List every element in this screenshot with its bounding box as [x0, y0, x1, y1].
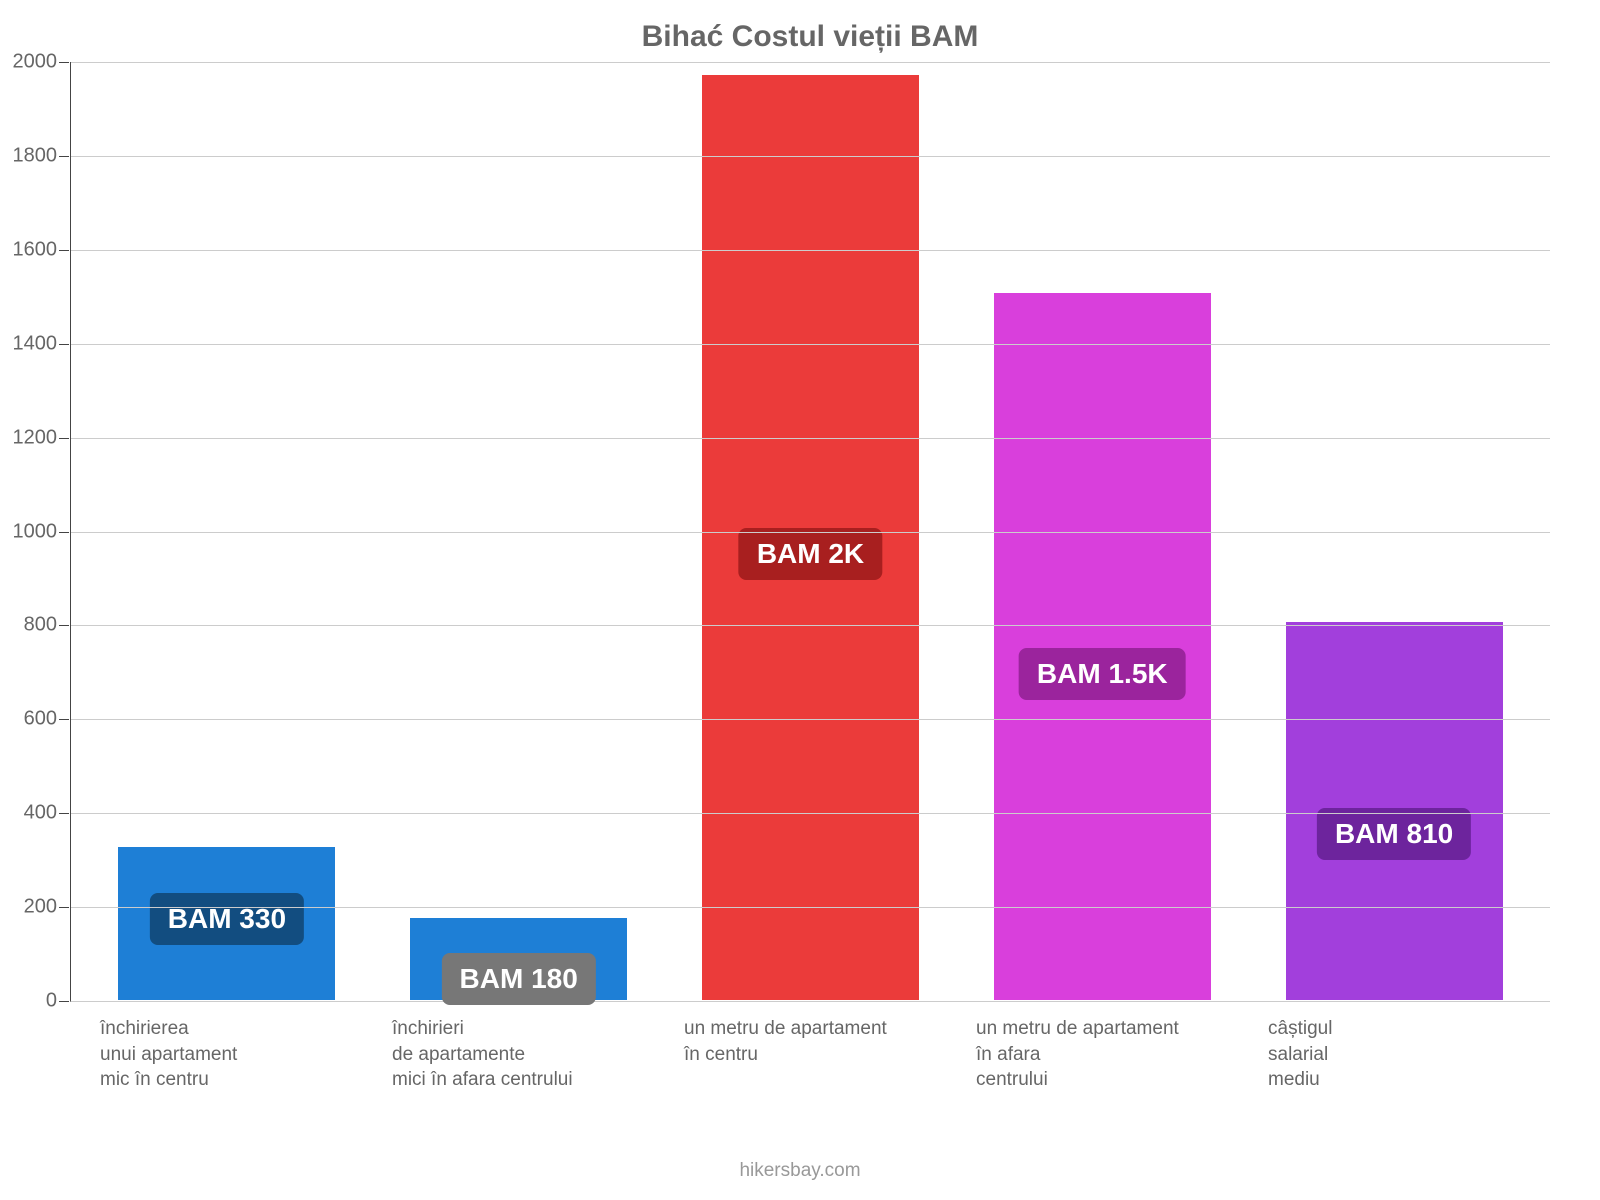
x-axis-labels: închiriereaunui apartamentmic în centruî…	[70, 1002, 1550, 1093]
grid-line	[71, 344, 1550, 345]
value-badge: BAM 1.5K	[1019, 648, 1186, 700]
bar: BAM 810	[1285, 621, 1504, 1001]
value-badge: BAM 810	[1317, 808, 1471, 860]
grid-line	[71, 156, 1550, 157]
grid-line	[71, 250, 1550, 251]
grid-line	[71, 532, 1550, 533]
y-tick-label: 1600	[13, 238, 58, 261]
y-tick	[59, 62, 69, 63]
chart-title: Bihać Costul vieții BAM	[70, 20, 1550, 54]
attribution-text: hikersbay.com	[0, 1160, 1600, 1182]
y-tick	[59, 813, 69, 814]
y-tick	[59, 250, 69, 251]
y-tick-label: 800	[24, 614, 57, 637]
grid-line	[71, 625, 1550, 626]
grid-line	[71, 813, 1550, 814]
y-tick-label: 600	[24, 708, 57, 731]
x-tick-label: un metru de apartamentîn centru	[664, 1016, 956, 1093]
bar: BAM 1.5K	[993, 292, 1212, 1001]
value-badge: BAM 330	[150, 893, 304, 945]
bar: BAM 2K	[701, 74, 920, 1001]
y-tick	[59, 625, 69, 626]
plot-area: BAM 330BAM 180BAM 2KBAM 1.5KBAM 810 0200…	[70, 62, 1550, 1002]
x-tick-label: închiriereaunui apartamentmic în centru	[80, 1016, 372, 1093]
grid-line	[71, 719, 1550, 720]
y-tick	[59, 532, 69, 533]
y-tick-label: 1400	[13, 332, 58, 355]
grid-line	[71, 438, 1550, 439]
y-tick-label: 200	[24, 896, 57, 919]
y-tick-label: 1800	[13, 144, 58, 167]
y-tick-label: 2000	[13, 51, 58, 74]
y-tick	[59, 438, 69, 439]
y-tick	[59, 719, 69, 720]
y-tick	[59, 156, 69, 157]
x-tick-label: câștigulsalarialmediu	[1248, 1016, 1540, 1093]
x-tick-label: închirieride apartamentemici în afara ce…	[372, 1016, 664, 1093]
y-tick-label: 0	[46, 990, 57, 1013]
grid-line	[71, 907, 1550, 908]
bar: BAM 330	[117, 846, 336, 1001]
x-tick-label: un metru de apartamentîn afaracentrului	[956, 1016, 1248, 1093]
y-tick	[59, 907, 69, 908]
y-tick	[59, 344, 69, 345]
y-tick-label: 1200	[13, 426, 58, 449]
value-badge: BAM 2K	[739, 528, 882, 580]
bar: BAM 180	[409, 917, 628, 1002]
grid-line	[71, 62, 1550, 63]
chart-container: Bihać Costul vieții BAM BAM 330 BAM 180 BA…	[70, 20, 1550, 1120]
y-tick-label: 400	[24, 802, 57, 825]
y-tick-label: 1000	[13, 520, 58, 543]
y-tick	[59, 1001, 69, 1002]
value-badge: BAM 180	[442, 953, 596, 1005]
